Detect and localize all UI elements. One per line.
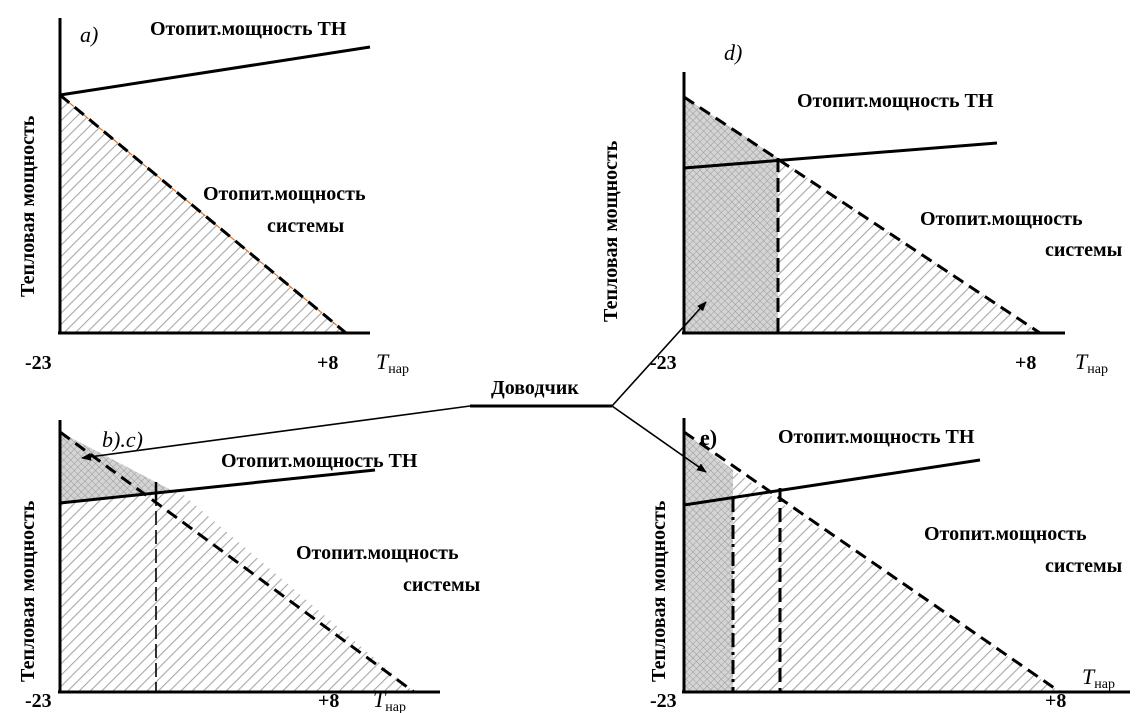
x-min-label: -23 xyxy=(650,690,677,712)
auxiliary-heater-area xyxy=(684,97,778,333)
x-min-label: -23 xyxy=(25,352,52,374)
heat-pump-power-line xyxy=(683,458,981,507)
x-var-label: Tнар xyxy=(1082,664,1115,692)
x-max-label: +8 xyxy=(1045,690,1066,712)
x-var: T xyxy=(1075,349,1089,374)
auxiliary-heater-area xyxy=(684,432,733,692)
panel-tag: b).c) xyxy=(102,427,143,452)
system-label-line2: системы xyxy=(1045,239,1123,261)
system-power-area xyxy=(733,470,1060,692)
x-var: T xyxy=(376,349,390,374)
panel-tag: d) xyxy=(724,40,742,65)
system-power-line xyxy=(683,95,1041,335)
heat-pump-label: Отопит.мощность ТН xyxy=(778,426,975,448)
system-power-accent xyxy=(59,94,347,334)
system-label-line1: Отопит.мощность xyxy=(296,542,459,564)
x-min-label: -23 xyxy=(650,352,677,374)
system-power-area xyxy=(156,492,414,692)
panel-a: a) Отопит.мощность ТН Отопит.мощность си… xyxy=(17,18,409,377)
x-var-sub: нар xyxy=(385,700,406,713)
y-axis-label: Тепловая мощность xyxy=(17,500,39,682)
x-var: T xyxy=(373,687,387,712)
panel-bc: b).c) Отопит.мощность ТН Отопит.мощность… xyxy=(17,420,481,713)
heat-pump-power-line xyxy=(683,141,998,170)
heat-pump-label: Отопит.мощность ТН xyxy=(797,90,994,112)
system-label-line2: системы xyxy=(1045,555,1123,577)
x-var-label: Tнар xyxy=(373,687,406,713)
x-var-label: Tнар xyxy=(1075,349,1108,377)
panel-e: e) Отопит.мощность ТН Отопит.мощность си… xyxy=(648,418,1130,712)
system-label-line1: Отопит.мощность xyxy=(924,523,1087,545)
x-var-sub: нар xyxy=(388,362,409,377)
system-label-line1: Отопит.мощность xyxy=(203,183,366,205)
system-label-line1: Отопит.мощность xyxy=(920,208,1083,230)
x-var-sub: нар xyxy=(1094,677,1115,692)
heat-pump-power-line xyxy=(59,45,371,97)
x-min-label: -23 xyxy=(25,690,52,712)
y-axis-label: Тепловая мощность xyxy=(648,500,670,682)
system-power-line xyxy=(683,430,1061,694)
pointer-label: Доводчик xyxy=(491,377,579,399)
pointer-arrow-e xyxy=(611,405,707,473)
x-var-label: Tнар xyxy=(376,349,409,377)
y-axis-label: Тепловая мощность xyxy=(17,115,39,297)
pointer-arrow-d xyxy=(611,301,707,407)
pointer-arrow-bc xyxy=(81,405,471,461)
panel-tag: e) xyxy=(700,425,717,450)
system-label-line2: системы xyxy=(403,574,481,596)
panel-d: d) Отопит.мощность ТН Отопит.мощность си… xyxy=(600,40,1123,377)
panel-tag: a) xyxy=(80,22,98,47)
y-axis-label: Тепловая мощность xyxy=(600,140,622,322)
heat-pump-label: Отопит.мощность ТН xyxy=(150,18,347,40)
system-power-line xyxy=(59,93,347,335)
system-power-line xyxy=(59,430,415,694)
system-power-area xyxy=(60,492,156,692)
x-var-sub: нар xyxy=(1087,362,1108,377)
auxiliary-heater-area xyxy=(60,432,175,503)
x-max-label: +8 xyxy=(317,352,338,374)
heat-pump-power-line xyxy=(59,468,376,505)
x-var: T xyxy=(1082,664,1096,689)
system-label-line2: системы xyxy=(267,215,345,237)
x-max-label: +8 xyxy=(318,690,339,712)
heat-pump-label: Отопит.мощность ТН xyxy=(221,450,418,472)
auxiliary-heater-pointer: Доводчик xyxy=(81,301,707,473)
x-max-label: +8 xyxy=(1015,352,1036,374)
